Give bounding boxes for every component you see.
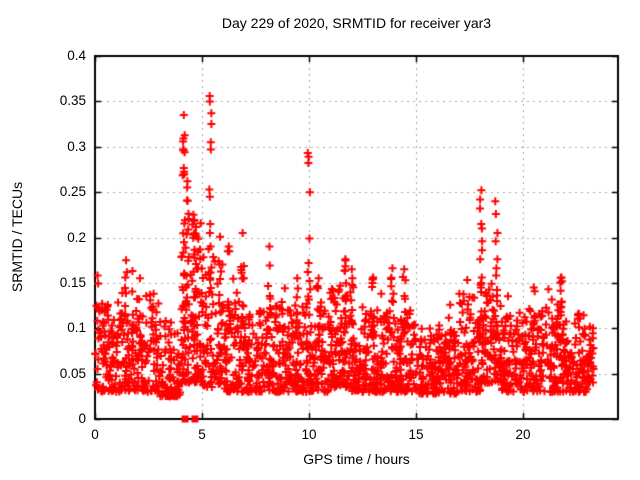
y-tick-label: 0.05 [59, 365, 86, 381]
y-tick-label: 0.35 [59, 93, 86, 109]
y-tick-label: 0.25 [59, 184, 86, 200]
x-tick-label: 0 [91, 427, 99, 442]
x-tick-label: 20 [515, 427, 531, 442]
y-tick-label: 0.2 [67, 229, 86, 245]
x-axis-label: GPS time / hours [303, 451, 410, 467]
y-tick-label: 0.15 [59, 274, 86, 290]
y-tick-label: 0 [78, 411, 86, 426]
y-axis-label: SRMTID / TECUs [9, 181, 25, 293]
x-tick-label: 10 [301, 427, 317, 442]
y-tick-label: 0.1 [67, 320, 86, 336]
y-tick-label: 0.4 [67, 48, 86, 63]
y-tick-label: 0.3 [67, 138, 86, 154]
chart-title: Day 229 of 2020, SRMTID for receiver yar… [221, 15, 492, 31]
x-tick-label: 5 [198, 427, 206, 442]
x-tick-label: 15 [408, 427, 424, 442]
